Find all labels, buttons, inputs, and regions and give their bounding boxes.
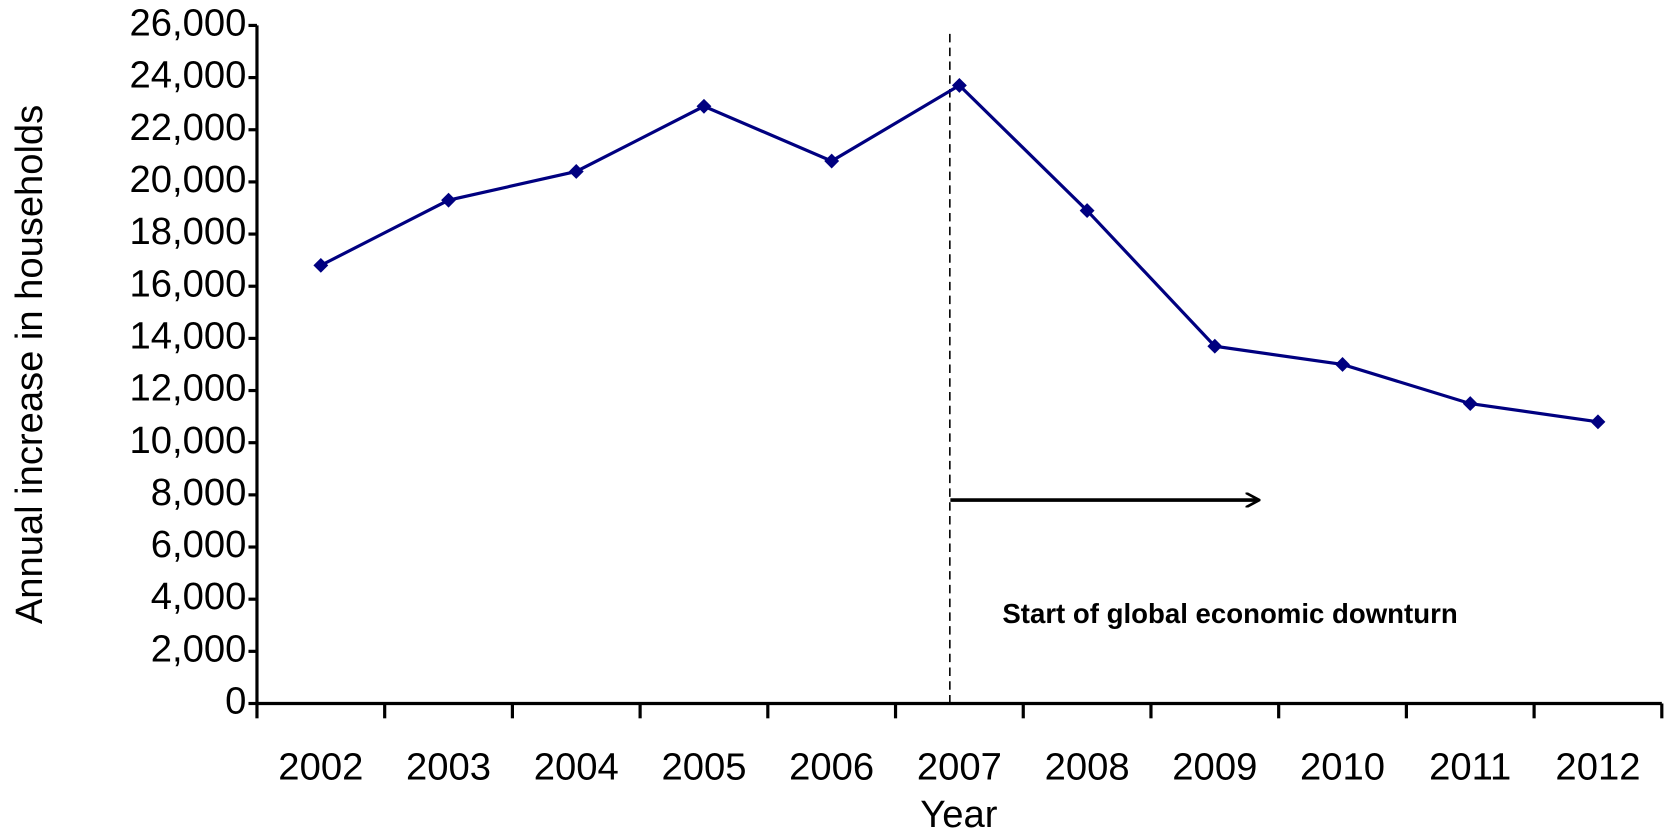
annotation-text: Start of global economic downturn [1002,598,1457,629]
y-tick-label: 2,000 [151,627,247,670]
point [696,98,712,114]
y-tick-label: 20,000 [129,158,246,201]
point [824,153,840,169]
y-tick-label: 26,000 [129,2,246,45]
x-tick-label: 2012 [1555,745,1640,788]
y-axis-title: Annual increase in households [8,105,51,624]
y-tick-label: 12,000 [129,367,246,410]
point [568,164,584,179]
x-axis-title: Year [920,793,998,836]
point [1462,396,1478,412]
x-tick-label: 2003 [406,745,491,788]
y-tick-label: 16,000 [129,262,246,305]
y-tick-label: 22,000 [129,106,246,149]
y-tick-label: 14,000 [129,314,246,357]
x-tick-label: 2005 [661,745,746,788]
x-tick-label: 2011 [1429,745,1511,788]
y-tick-label: 4,000 [151,575,247,618]
y-tick-label: 8,000 [151,471,247,514]
y-tick-label: 6,000 [151,523,247,566]
point [441,192,456,208]
point [313,257,329,273]
x-tick-label: 2007 [917,745,1002,788]
point [951,77,967,93]
point [1079,203,1095,219]
series-line [320,83,1599,424]
y-tick-label: 18,000 [129,210,246,253]
x-tick-label: 2010 [1300,745,1385,788]
y-tick-label: 0 [225,680,246,723]
x-tick-label: 2004 [534,745,619,788]
x-tick-label: 2006 [789,745,874,788]
point [1590,414,1606,430]
x-tick-label: 2008 [1045,745,1130,788]
y-tick-label: 10,000 [129,419,246,462]
point [1335,357,1350,372]
x-tick-label: 2009 [1172,745,1257,788]
y-tick-label: 24,000 [129,54,246,97]
x-tick-label: 2002 [278,745,363,788]
